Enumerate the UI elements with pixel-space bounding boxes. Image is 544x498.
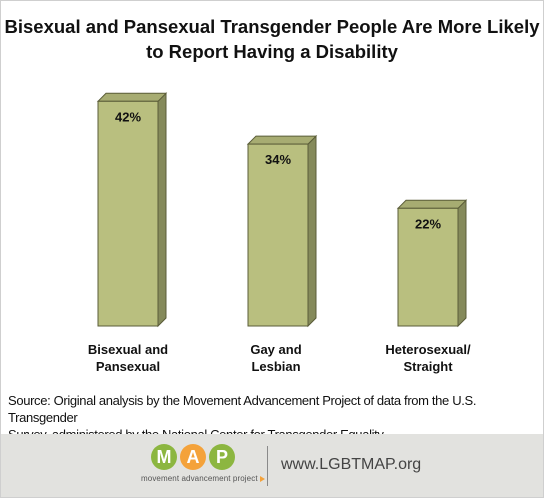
bar-front-face — [97, 100, 159, 327]
bar-side-face — [307, 134, 317, 328]
category-label-line: Gay and — [250, 342, 302, 357]
category-label-line: Pansexual — [95, 359, 161, 374]
logo-subtitle: movement advancement project — [141, 474, 265, 483]
chart-title-line-2: to Report Having a Disability — [146, 41, 398, 62]
bar-value-label: 34% — [265, 152, 291, 167]
bar-top-face — [246, 135, 318, 145]
logo-subtitle-text: movement advancement project — [141, 474, 258, 483]
footer-bar: M A P movement advancement project www.L… — [1, 434, 543, 497]
map-logo[interactable]: M A P movement advancement project — [141, 444, 265, 492]
bar-side-face — [457, 199, 467, 328]
logo-letter-a: A — [180, 444, 206, 470]
category-label-line: Bisexual and — [87, 342, 169, 357]
chart-title-line-1: Bisexual and Pansexual Transgender Peopl… — [4, 16, 540, 37]
bar-0: 42% — [96, 92, 168, 328]
triangle-icon — [259, 475, 265, 482]
bar-value-label: 42% — [115, 109, 141, 124]
website-link[interactable]: www.LGBTMAP.org — [281, 456, 422, 473]
bar-value-label: 22% — [415, 216, 441, 231]
category-label-heterosexual-straight: Heterosexual/ Straight — [358, 341, 498, 375]
category-label-bisexual-pansexual: Bisexual and Pansexual — [58, 341, 198, 375]
source-line-1: Source: Original analysis by the Movemen… — [8, 393, 477, 425]
bar-chart: 42% 34% 22% — [96, 92, 468, 328]
chart-title: Bisexual and Pansexual Transgender Peopl… — [0, 14, 544, 64]
logo-letter-m: M — [151, 444, 177, 470]
footer-divider — [267, 446, 268, 486]
bar-top-face — [96, 92, 168, 102]
bar-2: 22% — [396, 199, 468, 328]
bar-side-face — [157, 92, 167, 328]
bar-top-face — [396, 199, 468, 209]
logo-letter-p: P — [209, 444, 235, 470]
bar-1: 34% — [246, 134, 318, 328]
category-label-line: Heterosexual/ — [385, 342, 471, 357]
category-label-gay-lesbian: Gay and Lesbian — [206, 341, 346, 375]
category-label-line: Straight — [403, 359, 453, 374]
bar-front-face — [247, 143, 309, 327]
bar-front-face — [397, 207, 459, 327]
category-label-line: Lesbian — [251, 359, 301, 374]
